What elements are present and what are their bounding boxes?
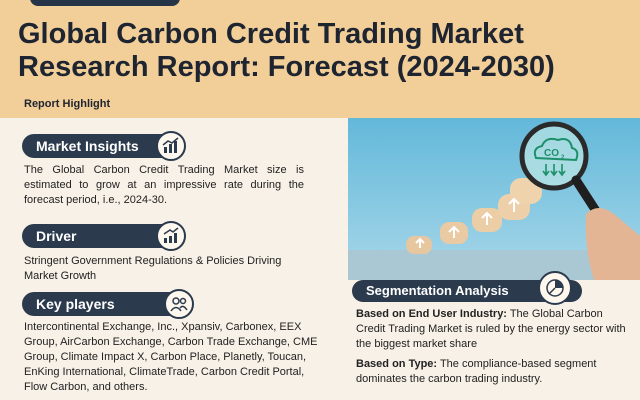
page-title: Global Carbon Credit Trading Market Rese… (18, 18, 618, 84)
market-insights-heading-label: Market Insights (36, 138, 139, 154)
growth-arrow-icon (156, 221, 186, 251)
header-band: Global Carbon Credit Trading Market Rese… (0, 0, 640, 118)
people-icon (164, 289, 194, 319)
key-players-text: Intercontinental Exchange, Inc., Xpansiv… (24, 321, 318, 393)
driver-text: Stringent Government Regulations & Polic… (24, 255, 282, 282)
header-tab-decoration (30, 0, 180, 6)
market-insights-heading: Market Insights (22, 131, 186, 161)
page-title-line-2: Research Report: Forecast (2024-2030) (18, 51, 555, 83)
key-players-heading: Key players (22, 289, 194, 319)
driver-heading: Driver (22, 221, 186, 251)
page-title-line-1: Global Carbon Credit Trading Market (18, 18, 524, 50)
end-user-description: The Global Carbon Credit Trading Market … (356, 308, 626, 350)
hero-image: CO 2 (348, 118, 640, 280)
co2-subscript: 2 (561, 155, 565, 161)
segmentation-end-user-text: Based on End User Industry: The Global C… (356, 307, 628, 352)
market-insights-text: The Global Carbon Credit Trading Market … (24, 164, 304, 206)
chart-growth-icon (156, 131, 186, 161)
pie-chart-icon (538, 271, 572, 305)
type-label: Based on Type: (356, 358, 438, 370)
wooden-blocks (406, 178, 542, 254)
magnifier: CO 2 (519, 121, 640, 280)
key-players-heading-label: Key players (36, 296, 115, 312)
segmentation-type-text: Based on Type: The compliance-based segm… (356, 357, 628, 387)
type-description: The compliance-based segment dominates t… (356, 358, 597, 385)
segmentation-heading-label: Segmentation Analysis (366, 283, 509, 298)
co2-label: CO (544, 148, 559, 159)
segmentation-heading: Segmentation Analysis (352, 280, 582, 302)
driver-heading-label: Driver (36, 228, 77, 244)
co2-magnifier-illustration: CO 2 (348, 121, 640, 280)
end-user-label: Based on End User Industry: (356, 308, 507, 320)
report-highlight-label: Report Highlight (24, 98, 111, 110)
